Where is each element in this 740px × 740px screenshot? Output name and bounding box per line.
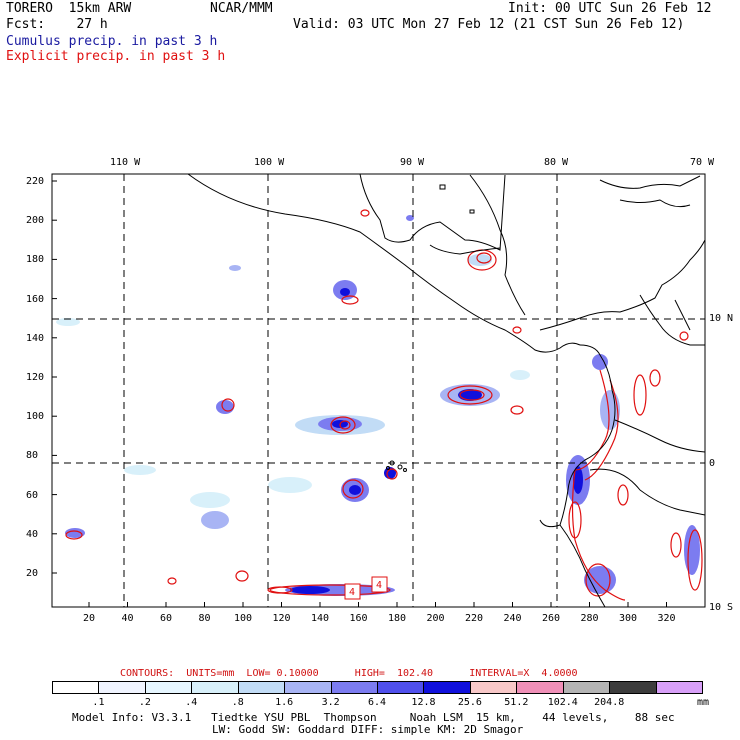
y-tick-label: 220 [26,176,45,187]
colorbar-swatch [98,681,146,694]
model-physics: LW: Godd SW: Goddard DIFF: simple KM: 2D… [212,723,524,736]
x-tick-label: 220 [465,613,484,624]
cumulus-label: Cumulus precip. in past 3 h [6,34,218,49]
colorbar-unit: mm [697,697,710,708]
forecast-hour: Fcst: 27 h [6,17,108,32]
colorbar-label: 3.2 [321,697,340,708]
colorbar-swatch [423,681,471,694]
lat-label-10s: 10 S [709,602,734,613]
colorbar-swatch [655,681,703,694]
y-tick-label: 20 [26,568,39,579]
lon-label-100w: 100 W [254,157,285,168]
y-tick-label: 100 [26,411,45,423]
colorbar-swatch [469,681,518,694]
center-name: NCAR/MMM [210,1,273,16]
model-info: Model Info: V3.3.1 Tiedtke YSU PBL Thomp… [72,711,675,724]
x-tick-label: 120 [272,613,291,624]
colorbar-swatch [330,681,378,694]
contours-info: CONTOURS: UNITS=mm LOW= 0.10000 HIGH= 10… [120,668,578,679]
coastlines [187,173,706,608]
colorbar-label: .1 [92,697,105,708]
axis-ticks [52,180,667,607]
lat-label-0: 0 [709,458,716,469]
x-tick-label: 260 [542,613,561,624]
x-tick-label: 40 [121,613,134,624]
model-name: TORERO 15km ARW [6,1,132,16]
map-frame [51,173,706,608]
lon-label-90w: 90 W [400,157,425,168]
contour-label: 4 [376,580,383,591]
explicit-label: Explicit precip. in past 3 h [6,49,226,64]
colorbar-label: .2 [138,697,151,708]
valid-time: Valid: 03 UTC Mon 27 Feb 12 (21 CST Sun … [293,17,685,32]
colorbar-swatch [144,681,193,694]
contour-label: 4 [349,587,356,598]
colorbar-swatch [562,681,611,694]
colorbar-swatch [284,681,332,694]
x-tick-label: 240 [503,613,522,624]
colorbar-swatch [52,681,100,694]
colorbar-label: .4 [185,697,198,708]
x-tick-label: 180 [388,613,407,624]
y-tick-label: 120 [26,372,45,383]
lon-label-80w: 80 W [544,157,569,168]
colorbar-label: .8 [231,697,244,708]
colorbar-swatch [609,681,657,694]
colorbar-label: 204.8 [594,697,625,708]
init-time: Init: 00 UTC Sun 26 Feb 12 [508,1,712,16]
x-tick-label: 20 [83,613,96,624]
colorbar-label: 51.2 [504,697,529,708]
lon-label-70w: 70 W [690,157,715,168]
x-tick-label: 280 [580,613,599,624]
colorbar-swatch [516,681,564,694]
x-tick-label: 160 [349,613,368,624]
colorbar-label: 12.8 [411,697,436,708]
lat-label-10n: 10 N [709,313,734,324]
colorbar-label: 102.4 [547,697,578,708]
y-tick-label: 160 [26,293,45,305]
colorbar-label: 1.6 [275,697,294,708]
cumulus-precip-patches [56,215,700,596]
x-tick-label: 80 [198,613,211,624]
lat-lon-grid [52,174,705,607]
y-tick-label: 80 [26,450,39,462]
y-tick-label: 200 [26,215,45,227]
y-tick-label: 140 [26,332,45,344]
lon-label-110w: 110 W [110,157,141,168]
x-tick-label: 60 [160,613,173,624]
colorbar-swatch [191,681,239,694]
x-tick-label: 200 [426,613,445,624]
colorbar-swatch [377,681,425,694]
y-tick-label: 60 [26,489,39,501]
x-tick-label: 320 [657,613,676,624]
x-tick-label: 140 [311,613,330,624]
y-tick-label: 40 [26,528,39,540]
x-tick-label: 100 [234,613,253,624]
colorbar-label: 25.6 [457,697,482,708]
colorbar-label: 6.4 [368,697,387,708]
colorbar-swatch [237,681,286,694]
x-tick-label: 300 [619,613,638,624]
y-tick-label: 180 [26,254,45,266]
